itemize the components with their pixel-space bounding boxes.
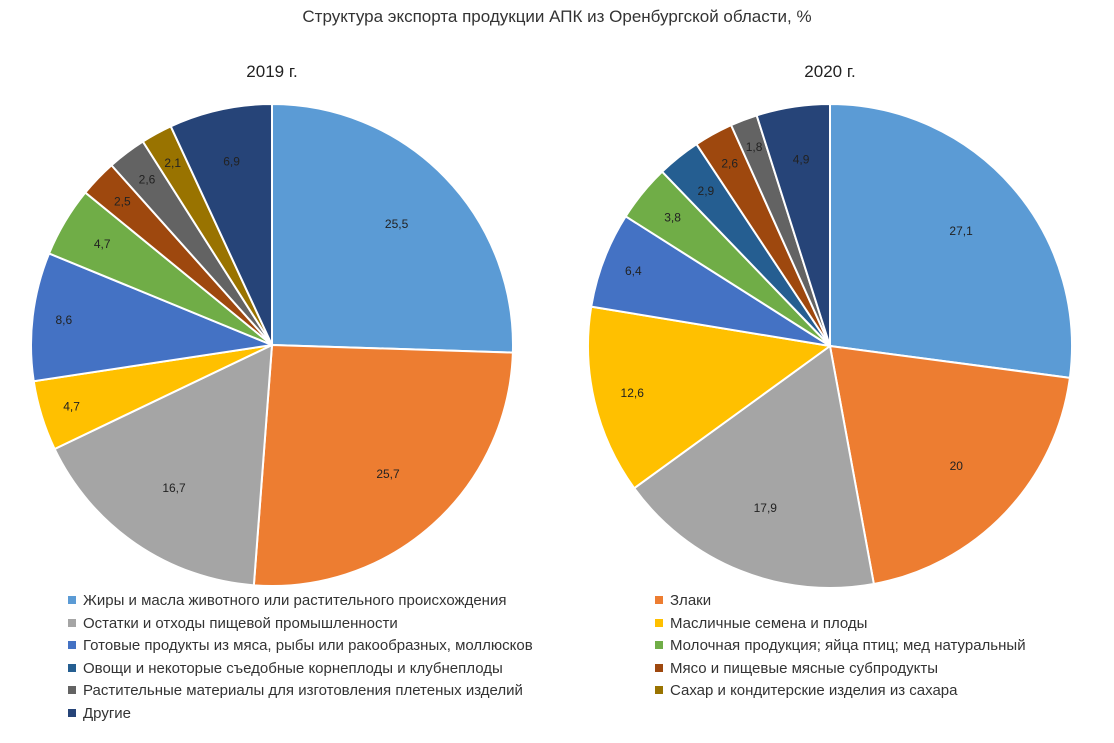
pie-slice (755, 102, 831, 347)
legend-swatch (68, 663, 76, 672)
data-label: 20 (950, 459, 964, 473)
legend-label: Другие (83, 704, 132, 722)
legend-label: Растительные материалы для изготовления … (83, 682, 523, 699)
pie-title-2: 2020 г. (804, 62, 855, 81)
legend-swatch (655, 641, 663, 649)
legend-swatch (68, 618, 76, 627)
legend-swatch (655, 663, 663, 672)
legend-label: Сахар и кондитерские изделия из сахара (670, 682, 958, 699)
legend-item: Овощи и некоторые съедобные корнеплоды и… (68, 658, 503, 680)
legend-item: Мясо и пищевые мясные субпродукты (655, 658, 938, 680)
pie-slice (829, 102, 1073, 379)
legend-swatch (68, 596, 76, 604)
data-label: 4,7 (94, 237, 111, 251)
legend-label: Жиры и масла животного или растительного… (83, 592, 507, 609)
legend-swatch (655, 596, 663, 604)
legend-item: Сахар и кондитерские изделия из сахара (655, 680, 957, 702)
legend-label: Злаки (670, 592, 712, 609)
pie-slice (271, 102, 514, 354)
data-label: 1,8 (746, 140, 763, 154)
legend-item: Другие (68, 703, 131, 725)
legend-swatch (68, 641, 76, 649)
data-label: 6,4 (625, 264, 642, 278)
pie-slice (828, 344, 1072, 586)
data-label: 12,6 (621, 386, 645, 400)
data-label: 2,6 (139, 173, 156, 187)
pie-slice (169, 102, 273, 346)
pie-title-1: 2019 г. (246, 62, 297, 81)
legend-label: Овощи и некоторые съедобные корнеплоды и… (83, 659, 503, 677)
legend-swatch (655, 618, 663, 627)
pie-slice (587, 305, 833, 490)
data-label: 25,5 (385, 217, 409, 231)
data-label: 4,9 (793, 153, 810, 167)
data-label: 16,7 (162, 481, 186, 495)
legend-item: Готовые продукты из мяса, рыбы или ракоо… (68, 635, 533, 657)
pie-slice (53, 343, 274, 587)
data-label: 4,7 (63, 400, 80, 414)
data-label: 6,9 (223, 154, 240, 168)
legend-item: Злаки (655, 590, 711, 612)
legend-item: Масличные семена и плоды (655, 613, 867, 635)
pie-slice (252, 343, 514, 587)
data-label: 2,6 (721, 157, 738, 171)
legend-item: Жиры и масла животного или растительного… (68, 590, 506, 612)
legend-label: Масличные семена и плоды (670, 614, 868, 632)
legend-label: Готовые продукты из мяса, рыбы или ракоо… (83, 637, 533, 654)
legend-label: Молочная продукция; яйца птиц; мед натур… (670, 637, 1026, 654)
legend-item: Молочная продукция; яйца птиц; мед натур… (655, 635, 1026, 657)
data-label: 2,9 (698, 184, 715, 198)
legend-swatch (655, 686, 663, 694)
data-label: 25,7 (376, 467, 400, 481)
legend-item: Остатки и отходы пищевой промышленности (68, 613, 398, 635)
legend-item: Растительные материалы для изготовления … (68, 680, 523, 702)
legend-swatch (68, 686, 76, 694)
data-label: 8,6 (55, 313, 72, 327)
data-label: 27,1 (949, 224, 973, 238)
legend-label: Мясо и пищевые мясные субпродукты (670, 659, 939, 677)
chart-title: Структура экспорта продукции АПК из Орен… (302, 7, 812, 26)
data-label: 17,9 (754, 501, 778, 515)
pie-slice (632, 344, 876, 589)
legend-label: Остатки и отходы пищевой промышленности (83, 614, 398, 632)
data-label: 2,1 (164, 156, 181, 170)
data-label: 3,8 (664, 210, 681, 224)
data-label: 2,5 (114, 195, 131, 209)
legend-swatch (68, 708, 76, 717)
pie-slice (29, 252, 276, 383)
